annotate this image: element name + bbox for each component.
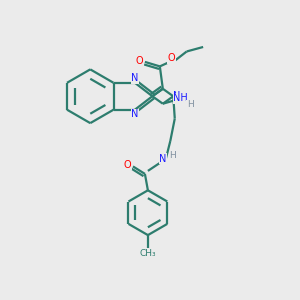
Text: N: N: [173, 91, 181, 101]
Text: NH: NH: [173, 93, 188, 103]
Text: N: N: [131, 73, 139, 83]
Text: O: O: [168, 53, 176, 63]
Text: N: N: [131, 109, 139, 119]
Text: H: H: [187, 100, 194, 109]
Text: O: O: [124, 160, 131, 170]
Text: CH₃: CH₃: [140, 249, 156, 258]
Text: N: N: [159, 154, 166, 164]
Text: H: H: [169, 152, 176, 160]
Text: O: O: [136, 56, 143, 66]
